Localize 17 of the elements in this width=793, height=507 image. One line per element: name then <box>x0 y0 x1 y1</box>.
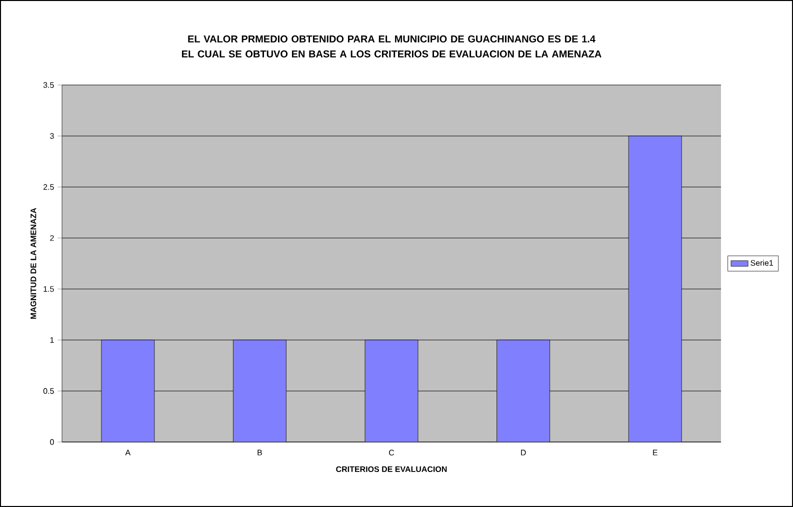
y-tick-label: 2.5 <box>43 184 54 190</box>
x-tick-label: A <box>125 450 131 456</box>
y-tick-label: 2 <box>50 235 54 241</box>
x-axis-title: CRITERIOS DE EVALUACION <box>336 466 447 472</box>
y-tick-label: 0.5 <box>43 388 54 394</box>
x-tick-label: E <box>653 450 658 456</box>
y-tick-label: 3 <box>50 133 54 139</box>
y-tick-label: 0 <box>50 439 54 445</box>
x-tick-label: B <box>258 450 262 456</box>
y-tick-label: 1 <box>50 337 54 343</box>
y-tick-label: 3.5 <box>43 82 54 88</box>
chart-title: EL VALOR PRMEDIO OBTENIDO PARA EL MUNICIPIO DE GUACHINANGO ES DE 1.4 EL CUAL SE OBTUVO EN BASE A LOS CRITERIOS DE EVALUACION DE LA AMENAZA <box>182 35 602 58</box>
y-tick-label: 1.5 <box>44 286 54 292</box>
legend-label: Serie1 <box>750 260 773 266</box>
x-tick-label: C <box>389 450 394 456</box>
x-tick-label: D <box>521 450 526 456</box>
y-axis-title: MAGNITUD DE LA AMENAZA <box>30 208 36 319</box>
